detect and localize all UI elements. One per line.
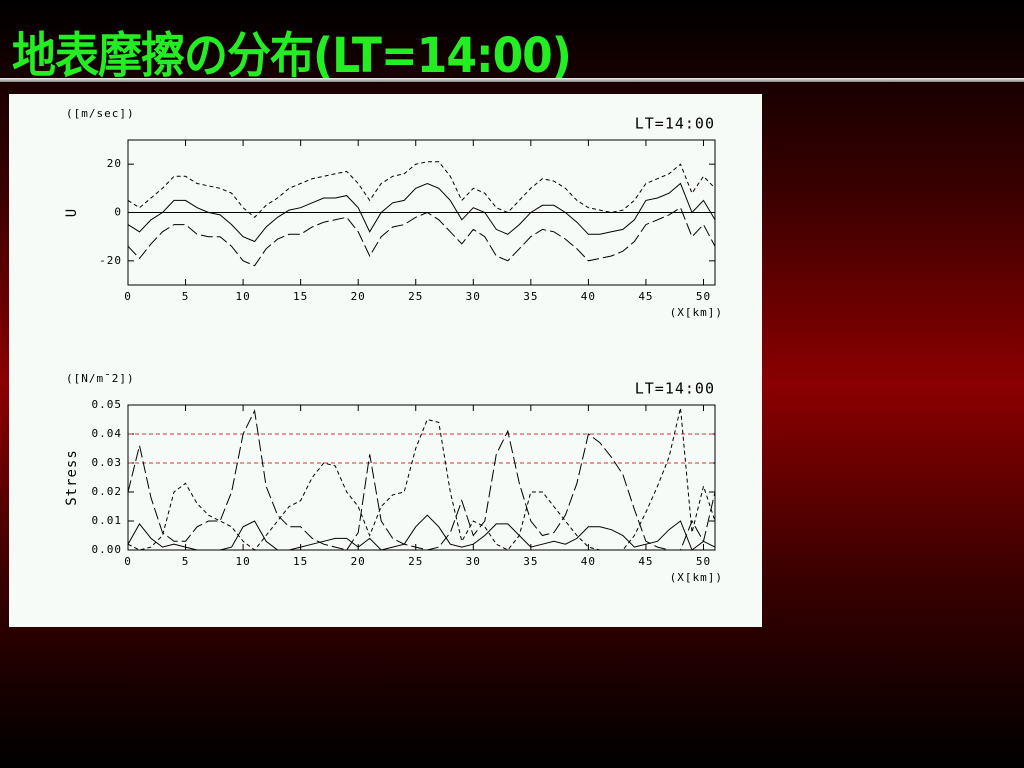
y-axis-label: U — [64, 208, 80, 217]
x-tick-label: 10 — [235, 555, 250, 568]
x-tick-label: 40 — [581, 555, 596, 568]
y-tick-label: 20 — [107, 157, 122, 170]
x-tick-label: 15 — [293, 555, 308, 568]
chart-title: LT=14:00 — [635, 380, 715, 398]
y-tick-label: -20 — [99, 254, 122, 267]
x-tick-label: 5 — [182, 290, 190, 303]
x-tick-label: 15 — [293, 290, 308, 303]
y-tick-label: 0.04 — [92, 427, 123, 440]
y-tick-label: 0.00 — [92, 543, 123, 556]
x-tick-label: 35 — [523, 290, 538, 303]
x-tick-label: 25 — [408, 290, 423, 303]
units-label: ([m/sec]) — [66, 107, 135, 120]
y-axis-label: Stress — [64, 449, 80, 506]
x-tick-label: 20 — [351, 555, 366, 568]
x-axis-label: (X[km]) — [670, 571, 723, 584]
data-line — [127, 409, 716, 551]
x-tick-label: 50 — [696, 555, 711, 568]
x-axis-label: (X[km]) — [670, 306, 723, 319]
slide-title: 地表摩擦の分布(LT=14:00) — [12, 28, 572, 85]
plot-frame — [127, 404, 716, 551]
x-tick-label: 45 — [638, 555, 653, 568]
x-tick-label: 0 — [124, 555, 132, 568]
units-label: ([N/m¯2]) — [66, 372, 135, 385]
y-tick-label: 0.05 — [92, 398, 123, 411]
x-tick-label: 0 — [124, 290, 132, 303]
x-tick-label: 40 — [581, 290, 596, 303]
data-line — [127, 514, 716, 551]
x-tick-label: 10 — [235, 290, 250, 303]
chart-title: LT=14:00 — [635, 115, 715, 133]
plot-frame — [127, 139, 716, 286]
x-tick-label: 20 — [351, 290, 366, 303]
y-tick-label: 0.01 — [92, 514, 123, 527]
x-tick-label: 50 — [696, 290, 711, 303]
x-tick-label: 25 — [408, 555, 423, 568]
x-tick-label: 30 — [466, 290, 481, 303]
x-tick-label: 5 — [182, 555, 190, 568]
y-tick-label: 0 — [114, 206, 122, 219]
x-tick-label: 30 — [466, 555, 481, 568]
title-rule — [0, 78, 1024, 82]
data-line — [127, 161, 716, 218]
y-tick-label: 0.03 — [92, 456, 123, 469]
x-tick-label: 35 — [523, 555, 538, 568]
data-line — [127, 407, 716, 551]
y-tick-label: 0.02 — [92, 485, 123, 498]
data-line — [127, 182, 716, 243]
panel-background — [9, 94, 762, 627]
x-tick-label: 45 — [638, 290, 653, 303]
data-line — [127, 206, 716, 267]
